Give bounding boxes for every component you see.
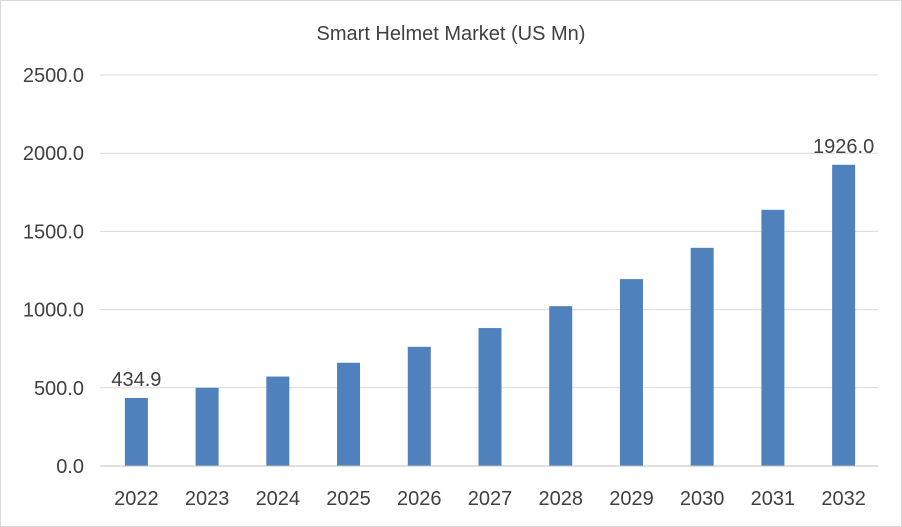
x-tick-label: 2031: [751, 488, 796, 510]
y-tick-label: 1000.0: [23, 300, 84, 322]
x-tick-label: 2032: [821, 488, 866, 510]
bar: [337, 362, 361, 466]
bar: [832, 164, 856, 466]
bar: [690, 247, 714, 466]
y-tick-label: 500.0: [34, 378, 84, 400]
bar: [478, 328, 502, 466]
x-tick-label: 2025: [326, 488, 371, 510]
chart-title: Smart Helmet Market (US Mn): [317, 23, 586, 45]
x-tick-label: 2027: [468, 488, 513, 510]
x-tick-label: 2030: [680, 488, 725, 510]
x-tick-label: 2026: [397, 488, 442, 510]
y-axis-ticks: 0.0 500.0 1000.0 1500.0 2000.0 2500.0: [23, 65, 84, 478]
bars: [124, 164, 856, 466]
x-tick-label: 2022: [114, 488, 159, 510]
bar: [549, 306, 573, 466]
bar: [195, 387, 219, 466]
x-tick-label: 2028: [538, 488, 583, 510]
x-tick-label: 2024: [256, 488, 301, 510]
bar: [266, 376, 290, 466]
data-label: 1926.0: [813, 136, 874, 158]
bar: [124, 397, 148, 466]
x-tick-label: 2023: [185, 488, 230, 510]
y-tick-label: 1500.0: [23, 221, 84, 243]
x-axis-ticks: 2022 2023 2024 2025 2026 2027 2028 2029 2030 2031…: [114, 488, 866, 510]
data-label: 434.9: [111, 369, 161, 391]
x-tick-label: 2029: [609, 488, 654, 510]
bar: [619, 279, 643, 466]
bar: [407, 346, 431, 466]
data-labels: 434.9 1926.0: [111, 136, 874, 391]
y-tick-label: 0.0: [56, 456, 84, 478]
y-tick-label: 2500.0: [23, 65, 84, 87]
gridlines: [100, 74, 878, 389]
y-tick-label: 2000.0: [23, 143, 84, 165]
bar: [761, 209, 785, 466]
